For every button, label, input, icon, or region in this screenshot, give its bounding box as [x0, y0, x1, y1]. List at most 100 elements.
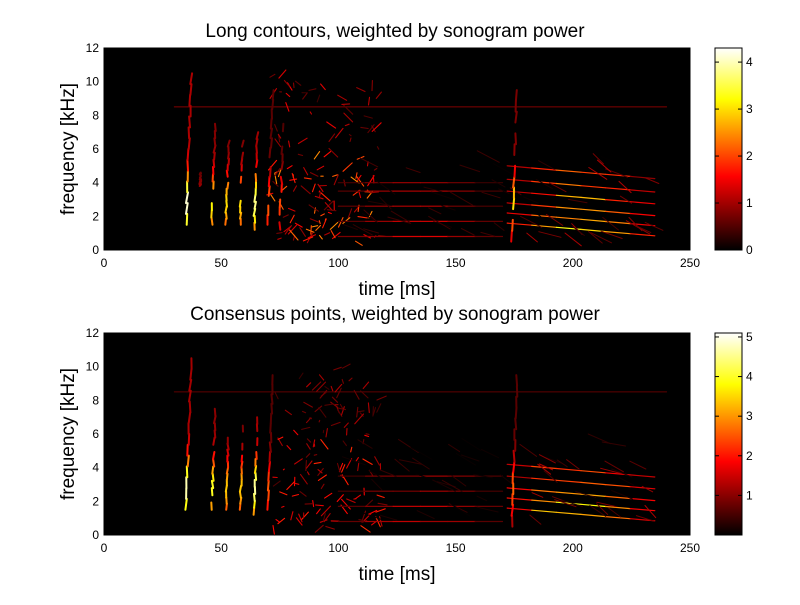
syllable-mark — [516, 408, 517, 419]
syllable-mark — [190, 369, 191, 380]
y-tick-label: 10 — [86, 360, 100, 374]
syllable-mark — [189, 138, 190, 149]
syllable-mark — [255, 466, 256, 473]
syllable-mark — [271, 119, 272, 129]
x-axis-label: time [ms] — [358, 564, 435, 585]
syllable-mark — [254, 501, 255, 508]
syllable-mark — [188, 149, 189, 160]
y-tick-label: 10 — [86, 75, 100, 89]
syllable-mark — [240, 486, 241, 492]
y-tick-label: 0 — [92, 528, 99, 542]
colorbar-tick-label: 1 — [746, 488, 753, 502]
contour-mark — [342, 104, 350, 105]
x-tick-label: 0 — [101, 256, 108, 270]
contour-mark — [314, 455, 316, 456]
syllable-mark — [270, 148, 271, 158]
y-axis-label: frequency [kHz] — [58, 83, 79, 215]
syllable-mark — [515, 418, 516, 429]
syllable-mark — [214, 153, 215, 160]
syllable-mark — [272, 100, 273, 110]
chart-title: Consensus points, weighted by sonogram p… — [190, 304, 600, 325]
syllable-mark — [212, 488, 213, 495]
syllable-mark — [214, 160, 215, 167]
syllable-mark — [256, 473, 257, 480]
syllable-mark — [516, 90, 517, 101]
syllable-mark — [273, 90, 274, 100]
x-tick-label: 0 — [101, 541, 108, 555]
colorbar-tick-label: 4 — [746, 55, 753, 69]
syllable-mark — [514, 451, 515, 462]
syllable-mark — [279, 222, 280, 230]
contour-mark — [319, 420, 320, 422]
syllable-mark — [268, 481, 269, 491]
contour-mark — [373, 175, 374, 183]
y-tick-label: 4 — [92, 176, 99, 190]
syllable-mark — [283, 124, 284, 132]
syllable-mark — [269, 462, 270, 472]
syllable-mark — [189, 127, 190, 138]
syllable-mark — [240, 201, 241, 207]
y-axis-label: frequency [kHz] — [58, 368, 79, 500]
x-tick-label: 200 — [563, 541, 583, 555]
x-tick-label: 150 — [446, 256, 466, 270]
syllable-mark — [268, 471, 269, 481]
colorbar-tick-label: 5 — [746, 330, 753, 344]
syllable-mark — [213, 474, 214, 481]
y-tick-label: 8 — [92, 393, 99, 407]
syllable-mark — [200, 173, 201, 174]
y-tick-label: 12 — [86, 326, 100, 340]
x-tick-label: 200 — [563, 256, 583, 270]
syllable-mark — [212, 218, 213, 225]
syllable-mark — [256, 174, 257, 181]
syllable-mark — [271, 394, 272, 404]
syllable-mark — [185, 499, 186, 510]
colorbar-tick-label: 2 — [746, 449, 753, 463]
syllable-mark — [242, 456, 243, 462]
y-tick-label: 8 — [92, 108, 99, 122]
syllable-mark — [515, 166, 516, 177]
syllable-mark — [211, 210, 212, 217]
syllable-mark — [213, 452, 214, 459]
syllable-mark — [225, 207, 226, 213]
syllable-mark — [269, 177, 270, 187]
syllable-mark — [271, 404, 272, 414]
syllable-mark — [215, 124, 216, 131]
syllable-mark — [282, 147, 283, 155]
syllable-mark — [270, 452, 271, 462]
syllable-mark — [190, 402, 191, 413]
contour-mark — [366, 434, 369, 435]
syllable-mark — [256, 146, 257, 153]
syllable-mark — [269, 186, 270, 196]
syllable-mark — [226, 213, 227, 219]
x-tick-label: 250 — [680, 541, 700, 555]
syllable-mark — [254, 494, 255, 501]
x-tick-label: 100 — [328, 541, 348, 555]
colorbar — [715, 333, 742, 535]
syllable-mark — [254, 195, 255, 202]
x-tick-label: 50 — [215, 541, 229, 555]
contour-mark — [283, 469, 284, 470]
syllable-mark — [189, 95, 190, 106]
colorbar-tick-label: 1 — [746, 196, 753, 210]
x-tick-label: 150 — [446, 541, 466, 555]
panel-long-contours: Long contours, weighted by sonogram powe… — [58, 21, 753, 300]
y-tick-label: 2 — [92, 209, 99, 223]
chart-title: Long contours, weighted by sonogram powe… — [205, 21, 585, 42]
syllable-mark — [255, 202, 256, 209]
syllable-mark — [270, 442, 271, 452]
colorbar — [715, 48, 742, 250]
contour-mark — [311, 226, 312, 235]
y-tick-label: 6 — [92, 142, 99, 156]
contour-mark — [316, 505, 324, 506]
syllable-mark — [187, 160, 188, 171]
syllable-mark — [515, 112, 516, 123]
syllable-mark — [267, 500, 268, 510]
syllable-mark — [241, 177, 242, 183]
syllable-mark — [213, 459, 214, 466]
syllable-mark — [225, 219, 226, 225]
syllable-mark — [213, 438, 214, 445]
colorbar-tick-label: 2 — [746, 149, 753, 163]
syllable-mark — [212, 481, 213, 488]
syllable-mark — [268, 491, 269, 501]
syllable-mark — [513, 177, 514, 188]
